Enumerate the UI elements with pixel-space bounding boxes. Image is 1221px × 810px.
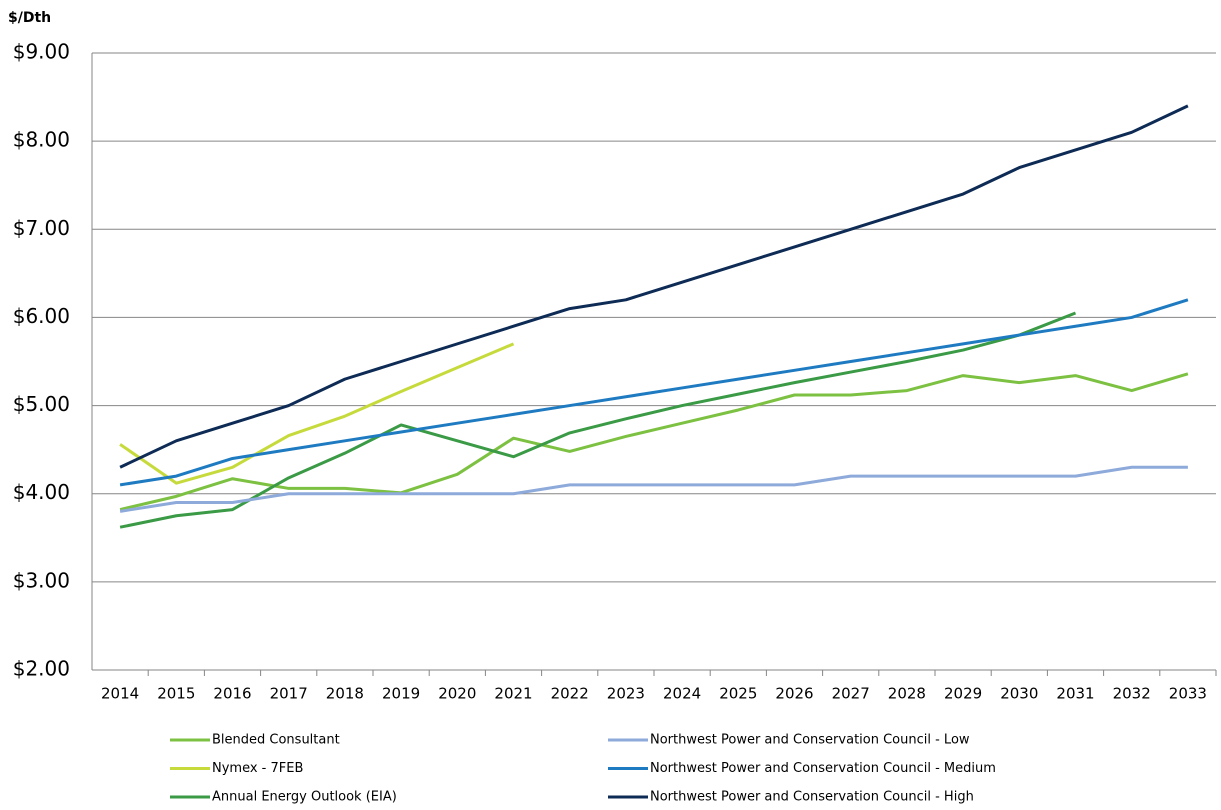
x-tick-label: 2016 <box>213 685 251 703</box>
y-tick-label: $5.00 <box>13 392 70 416</box>
x-tick-label: 2023 <box>607 685 645 703</box>
series-line <box>119 298 1189 487</box>
series-line <box>119 104 1189 469</box>
y-tick-label: $9.00 <box>13 40 70 64</box>
series-line <box>119 465 1188 513</box>
legend-label: Blended Consultant <box>212 733 340 748</box>
x-tick-label: 2031 <box>1056 685 1094 703</box>
y-tick-label: $2.00 <box>13 657 70 681</box>
legend-label: Annual Energy Outlook (EIA) <box>212 790 397 805</box>
legend-label: Northwest Power and Conservation Council… <box>650 733 970 748</box>
x-tick-label: 2020 <box>438 685 476 703</box>
y-tick-label: $6.00 <box>13 304 70 328</box>
legend-label: Nymex - 7FEB <box>212 761 303 776</box>
x-tick-label: 2014 <box>101 685 139 703</box>
series-line <box>119 311 1077 529</box>
x-tick-label: 2018 <box>326 685 364 703</box>
legend-label: Northwest Power and Conservation Council… <box>650 790 974 805</box>
y-axis-label: $/Dth <box>8 10 51 26</box>
x-tick-label: 2021 <box>494 685 532 703</box>
x-tick-label: 2030 <box>1000 685 1038 703</box>
y-tick-label: $4.00 <box>13 480 70 504</box>
x-tick-label: 2028 <box>888 685 926 703</box>
series-line <box>119 342 515 485</box>
x-tick-label: 2019 <box>382 685 420 703</box>
x-tick-label: 2027 <box>832 685 870 703</box>
x-tick-label: 2022 <box>551 685 589 703</box>
x-tick-label: 2025 <box>719 685 757 703</box>
series-line <box>119 372 1189 512</box>
x-tick-label: 2026 <box>775 685 813 703</box>
x-tick-label: 2024 <box>663 685 701 703</box>
x-tick-label: 2017 <box>270 685 308 703</box>
x-tick-label: 2033 <box>1169 685 1207 703</box>
x-tick-label: 2032 <box>1113 685 1151 703</box>
legend-label: Northwest Power and Conservation Council… <box>650 761 996 776</box>
x-tick-label: 2015 <box>157 685 195 703</box>
x-tick-label: 2029 <box>944 685 982 703</box>
y-tick-label: $7.00 <box>13 216 70 240</box>
y-tick-label: $3.00 <box>13 568 70 592</box>
y-tick-label: $8.00 <box>13 128 70 152</box>
